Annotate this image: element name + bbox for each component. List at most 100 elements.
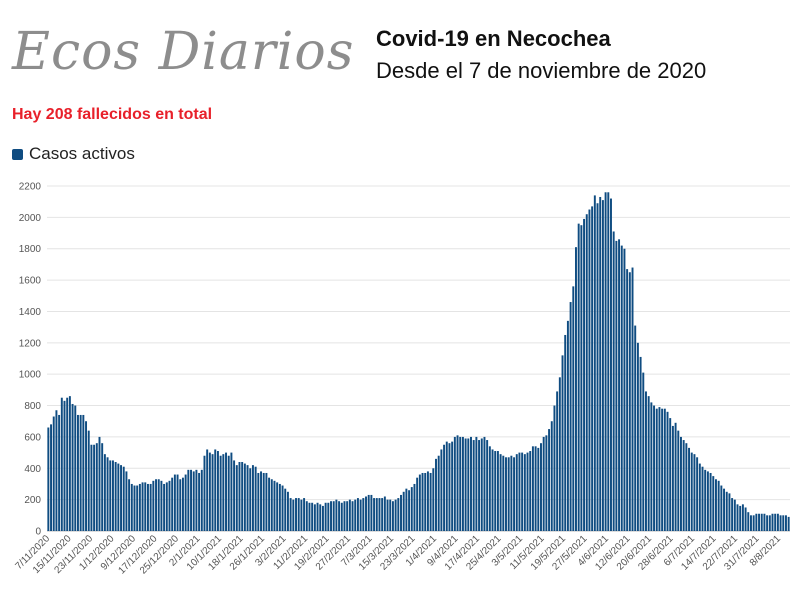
bar bbox=[130, 483, 133, 531]
chart-subtitle: Desde el 7 de noviembre de 2020 bbox=[376, 58, 707, 83]
bar bbox=[198, 472, 201, 531]
bar bbox=[593, 195, 596, 531]
bar bbox=[179, 479, 182, 531]
y-tick-label: 800 bbox=[24, 401, 41, 412]
bar bbox=[445, 441, 448, 531]
bar bbox=[216, 451, 219, 531]
bar bbox=[545, 435, 548, 531]
bar bbox=[55, 410, 58, 531]
bar bbox=[66, 397, 69, 531]
bar bbox=[453, 436, 456, 531]
bar bbox=[521, 452, 524, 531]
bar bbox=[195, 469, 198, 531]
bar bbox=[537, 447, 540, 531]
bar bbox=[650, 402, 653, 531]
bar bbox=[187, 469, 190, 531]
bar bbox=[160, 480, 163, 531]
bar bbox=[257, 472, 260, 531]
bar bbox=[682, 440, 685, 531]
bar bbox=[575, 247, 577, 531]
bar bbox=[351, 501, 354, 531]
bar-chart: 0 200 400 600 800 1000 1200 1400 1600 1800 2000 220… bbox=[13, 182, 790, 577]
bar bbox=[144, 482, 147, 531]
bar bbox=[599, 196, 602, 531]
bar bbox=[367, 494, 370, 531]
bar bbox=[316, 502, 319, 531]
bar bbox=[111, 460, 114, 531]
bar bbox=[472, 440, 475, 531]
bar bbox=[311, 502, 314, 531]
y-tick-label: 1000 bbox=[19, 370, 42, 381]
bar bbox=[642, 372, 645, 531]
bar bbox=[569, 302, 572, 531]
bar bbox=[505, 457, 507, 531]
bar bbox=[542, 436, 545, 531]
bar bbox=[120, 465, 122, 531]
bar bbox=[321, 505, 324, 531]
bar bbox=[771, 513, 774, 531]
bar bbox=[526, 452, 529, 531]
bar bbox=[779, 515, 782, 531]
bar bbox=[362, 498, 365, 531]
bar bbox=[300, 499, 303, 531]
bar bbox=[440, 449, 443, 531]
bar bbox=[95, 443, 98, 531]
bar bbox=[227, 455, 230, 531]
bar bbox=[413, 483, 416, 531]
bar bbox=[580, 225, 583, 532]
bar bbox=[426, 471, 429, 531]
bar bbox=[260, 471, 262, 531]
bar bbox=[335, 499, 338, 531]
bar bbox=[402, 491, 405, 531]
bar bbox=[736, 504, 739, 531]
bar bbox=[98, 436, 101, 531]
bar bbox=[531, 446, 534, 531]
bar bbox=[529, 451, 532, 531]
bar bbox=[386, 499, 389, 531]
bar bbox=[383, 496, 386, 531]
bar bbox=[106, 457, 109, 531]
bar bbox=[486, 440, 489, 531]
bar bbox=[752, 515, 755, 531]
bar bbox=[87, 430, 90, 531]
bar bbox=[760, 513, 763, 531]
bar bbox=[109, 460, 112, 531]
bar bbox=[741, 504, 744, 531]
bar bbox=[418, 474, 421, 531]
bar bbox=[233, 460, 236, 531]
bar bbox=[766, 515, 769, 531]
bar bbox=[669, 418, 672, 531]
bar bbox=[739, 505, 742, 531]
bar bbox=[601, 200, 604, 531]
bar bbox=[717, 480, 720, 531]
bar bbox=[93, 444, 96, 531]
bar bbox=[168, 480, 171, 531]
bar bbox=[540, 443, 542, 531]
bar bbox=[709, 472, 712, 531]
bar bbox=[313, 504, 316, 531]
bar bbox=[82, 414, 85, 531]
bar bbox=[628, 272, 631, 531]
bar bbox=[663, 408, 666, 531]
bar bbox=[720, 485, 723, 531]
bar bbox=[518, 452, 521, 531]
bar bbox=[356, 498, 359, 531]
bar bbox=[507, 457, 510, 531]
bar bbox=[60, 397, 63, 531]
bar bbox=[607, 192, 610, 531]
bar bbox=[276, 482, 279, 531]
bar bbox=[133, 485, 136, 531]
bar bbox=[203, 455, 206, 531]
bar bbox=[499, 454, 502, 531]
bar bbox=[136, 485, 139, 531]
bar bbox=[230, 452, 233, 531]
bar bbox=[470, 436, 472, 531]
bar bbox=[327, 502, 330, 531]
bar bbox=[671, 425, 674, 531]
bar bbox=[585, 214, 588, 531]
bar bbox=[566, 320, 569, 531]
legend-swatch bbox=[12, 148, 23, 160]
bar bbox=[583, 218, 586, 531]
bar bbox=[561, 355, 564, 531]
bar bbox=[604, 192, 607, 531]
